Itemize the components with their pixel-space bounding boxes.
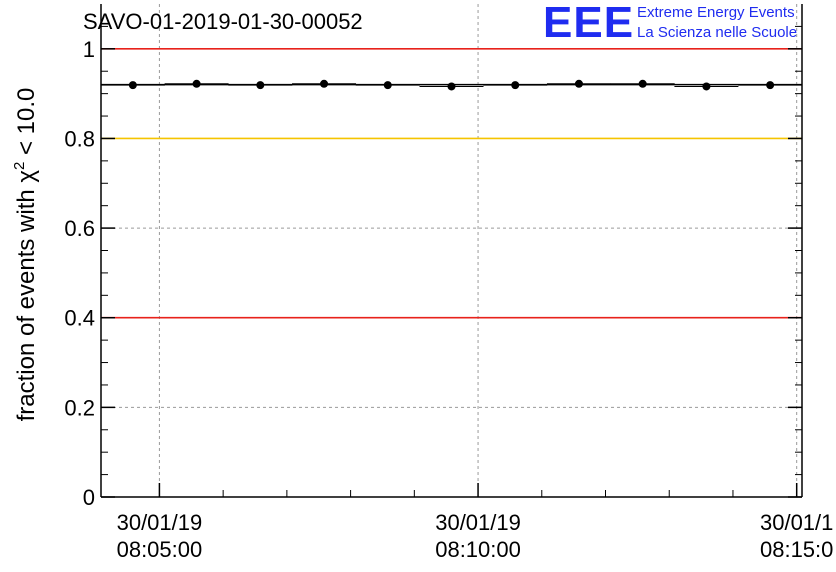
data-point xyxy=(383,81,392,90)
y-tick-label: 0.6 xyxy=(64,216,95,241)
chart-title: SAVO-01-2019-01-30-00052 xyxy=(83,9,363,34)
x-tick-label-date: 30/01/19 xyxy=(117,510,203,535)
x-tick-label-time: 08:10:00 xyxy=(435,537,521,562)
y-tick-label: 0.2 xyxy=(64,395,95,420)
y-axis-label-superscript: 2 xyxy=(11,162,28,170)
data-point xyxy=(192,79,201,88)
data-point xyxy=(638,79,647,88)
y-axis-label: fraction of events with χ2 < 10.0 xyxy=(11,88,40,422)
y-tick-label: 0.4 xyxy=(64,306,95,331)
x-tick-label-time: 08:15:0 xyxy=(760,537,833,562)
y-tick-label: 0.8 xyxy=(64,126,95,151)
eee-logo: EEE xyxy=(543,0,635,47)
x-tick-label-date: 30/01/19 xyxy=(435,510,521,535)
x-tick-label-time: 08:05:00 xyxy=(117,537,203,562)
data-point xyxy=(766,81,775,90)
logo-line-1: Extreme Energy Events xyxy=(637,4,795,21)
data-point xyxy=(702,82,711,91)
logo-line-2: La Scienza nelle Scuole xyxy=(637,24,798,41)
data-point xyxy=(320,79,329,88)
data-point xyxy=(447,82,456,91)
y-tick-label: 1 xyxy=(83,37,95,62)
y-axis-label-text: fraction of events with χ xyxy=(13,170,40,422)
data-point xyxy=(256,81,265,90)
y-axis-label-threshold: < 10.0 xyxy=(13,88,40,162)
data-point xyxy=(511,81,520,90)
data-point xyxy=(574,79,583,88)
x-tick-label-date: 30/01/1 xyxy=(760,510,833,535)
y-tick-label: 0 xyxy=(83,485,95,510)
data-point xyxy=(128,81,137,90)
